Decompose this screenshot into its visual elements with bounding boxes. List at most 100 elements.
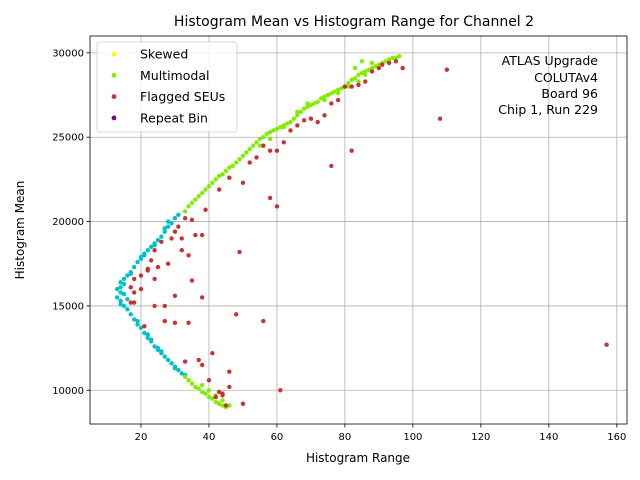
data-point: [267, 129, 273, 135]
data-point: [125, 296, 130, 302]
data-point: [281, 140, 286, 145]
data-point: [261, 318, 266, 324]
x-tick-label: 160: [607, 432, 626, 443]
data-point: [223, 403, 229, 408]
data-point: [230, 163, 235, 169]
data-point: [206, 388, 212, 393]
data-point: [196, 386, 201, 391]
data-point: [261, 143, 266, 148]
data-point: [295, 113, 300, 118]
data-point: [114, 286, 120, 292]
data-point: [312, 101, 317, 106]
data-point: [298, 109, 303, 115]
data-point: [210, 180, 215, 185]
legend: Skewed Multimodal Flagged SEUs Repeat Bin: [96, 41, 238, 133]
data-point: [125, 307, 130, 312]
data-point: [135, 259, 140, 265]
data-point: [376, 62, 382, 67]
data-point: [138, 325, 144, 331]
data-point: [138, 273, 144, 278]
data-point: [213, 399, 218, 405]
data-point: [135, 318, 140, 324]
data-point: [142, 253, 147, 258]
data-point: [237, 249, 242, 255]
data-point: [220, 172, 225, 177]
data-point: [315, 119, 320, 125]
data-point: [114, 295, 120, 300]
legend-label: Multimodal: [140, 68, 209, 83]
data-point: [437, 116, 443, 121]
data-point: [159, 349, 164, 354]
data-point: [176, 367, 181, 373]
data-point: [247, 146, 252, 152]
data-point: [254, 155, 259, 160]
data-point: [162, 354, 167, 359]
data-point: [172, 293, 178, 298]
data-point: [352, 65, 358, 71]
data-point: [369, 69, 375, 74]
data-point: [329, 163, 334, 169]
data-point: [210, 396, 215, 401]
annotation-line: Board 96: [541, 86, 598, 101]
data-point: [244, 150, 249, 155]
data-point: [159, 234, 164, 239]
data-point: [199, 232, 205, 238]
data-point: [369, 65, 375, 71]
data-point: [322, 97, 327, 103]
data-point: [352, 75, 358, 81]
data-point: [199, 362, 205, 368]
y-tick-label: 30000: [52, 48, 84, 59]
x-axis-label: Histogram Range: [306, 451, 410, 465]
x-tick-label: 100: [403, 432, 422, 443]
data-point: [165, 261, 171, 266]
data-point: [118, 302, 123, 307]
data-points: [114, 54, 609, 410]
data-point: [284, 121, 290, 126]
data-point: [257, 143, 263, 148]
data-point: [206, 377, 212, 383]
x-axis-ticks: 20 40 60 80 100 120 140 160: [135, 424, 626, 443]
data-point: [128, 300, 133, 305]
data-point: [278, 124, 283, 130]
data-point: [271, 128, 276, 133]
data-point: [155, 345, 161, 351]
y-tick-label: 15000: [52, 301, 84, 312]
data-point: [128, 312, 133, 317]
data-point: [349, 84, 354, 89]
data-point: [233, 312, 239, 317]
data-point: [148, 244, 154, 250]
data-point: [142, 330, 147, 336]
data-point: [121, 276, 127, 282]
data-point: [257, 136, 263, 142]
data-point: [308, 116, 314, 121]
run-annotation: ATLAS Upgrade COLUTAv4 Board 96 Chip 1, …: [498, 53, 598, 117]
legend-label: Skewed: [140, 47, 188, 62]
data-point: [199, 383, 205, 388]
data-point: [227, 175, 232, 180]
legend-marker: [111, 72, 117, 78]
data-point: [274, 148, 280, 153]
data-point: [278, 388, 283, 393]
data-point: [131, 264, 137, 270]
data-point: [329, 91, 334, 96]
data-point: [267, 136, 273, 142]
data-point: [131, 290, 137, 295]
data-point: [145, 332, 150, 337]
data-point: [220, 403, 225, 408]
data-point: [131, 317, 137, 322]
data-point: [196, 357, 201, 363]
data-point: [118, 298, 123, 304]
series-flagged-seus: [128, 59, 609, 408]
data-point: [118, 280, 123, 285]
data-point: [288, 128, 293, 133]
data-point: [189, 200, 195, 206]
data-point: [261, 135, 266, 140]
y-tick-label: 25000: [52, 133, 84, 144]
data-point: [397, 54, 402, 59]
data-point: [189, 381, 195, 386]
x-tick-label: 60: [271, 432, 284, 443]
data-point: [444, 67, 450, 72]
data-point: [193, 232, 198, 238]
data-point: [295, 123, 300, 128]
y-axis-ticks: 10000 15000 20000 25000 30000: [52, 48, 90, 397]
